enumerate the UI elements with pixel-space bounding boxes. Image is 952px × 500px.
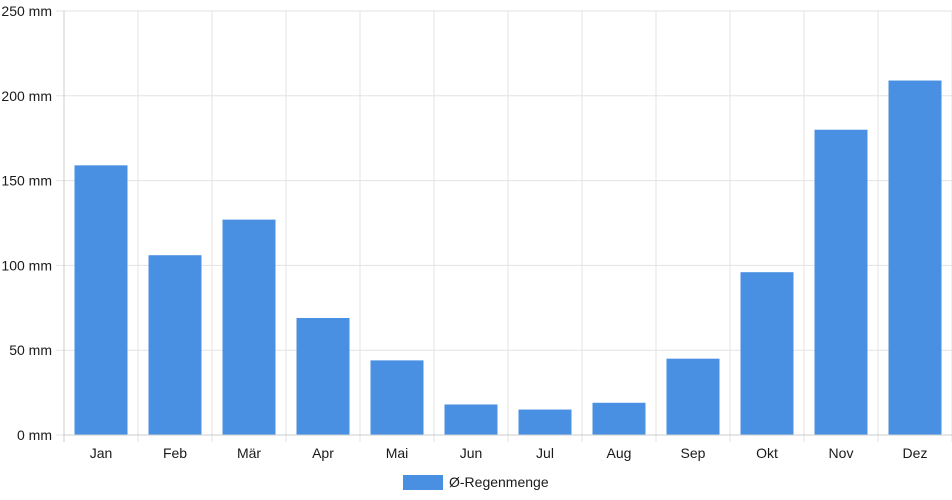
- bar-Mär[interactable]: [222, 219, 276, 435]
- x-tick-label: Jan: [90, 445, 113, 461]
- grid: [56, 10, 952, 442]
- y-tick-label: 100 mm: [1, 257, 52, 273]
- bar-Aug[interactable]: [592, 402, 646, 435]
- bar-Okt[interactable]: [740, 272, 794, 435]
- legend-swatch[interactable]: [403, 475, 443, 490]
- bars: [74, 80, 942, 435]
- x-tick-label: Nov: [829, 445, 854, 461]
- x-tick-label: Mär: [237, 445, 261, 461]
- y-tick-label: 250 mm: [1, 3, 52, 19]
- y-tick-label: 0 mm: [17, 427, 52, 443]
- bar-Sep[interactable]: [666, 358, 720, 435]
- x-tick-label: Jul: [536, 445, 554, 461]
- bar-Jun[interactable]: [444, 404, 498, 435]
- x-tick-label: Apr: [312, 445, 334, 461]
- y-tick-label: 200 mm: [1, 88, 52, 104]
- bar-Nov[interactable]: [814, 129, 868, 435]
- y-tick-label: 50 mm: [9, 342, 52, 358]
- x-axis: Jan Feb Mär Apr Mai Jun Jul Aug Sep Okt Nov Dez: [64, 434, 952, 461]
- y-axis: 0 mm 50 mm 100 mm 150 mm 200 mm 250 mm: [1, 3, 52, 443]
- y-tick-label: 150 mm: [1, 173, 52, 189]
- bar-Apr[interactable]: [296, 317, 350, 435]
- x-tick-label: Dez: [903, 445, 928, 461]
- x-tick-label: Mai: [386, 445, 409, 461]
- bar-Jan[interactable]: [74, 165, 128, 435]
- bar-Jul[interactable]: [518, 409, 572, 435]
- legend[interactable]: Ø-Regenmenge: [403, 474, 549, 490]
- x-tick-label: Okt: [756, 445, 778, 461]
- legend-label[interactable]: Ø-Regenmenge: [449, 474, 549, 490]
- bar-Dez[interactable]: [888, 80, 942, 435]
- x-tick-label: Jun: [460, 445, 483, 461]
- x-tick-label: Feb: [163, 445, 187, 461]
- x-tick-label: Aug: [607, 445, 632, 461]
- x-tick-label: Sep: [681, 445, 706, 461]
- bar-Feb[interactable]: [148, 255, 202, 435]
- bar-Mai[interactable]: [370, 360, 424, 435]
